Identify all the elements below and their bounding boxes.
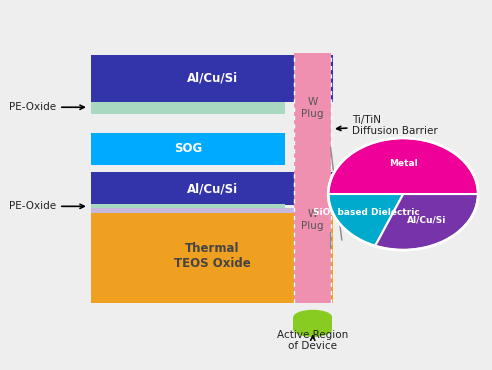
- Text: PE-Oxide: PE-Oxide: [9, 102, 84, 112]
- Text: PE-Oxide: PE-Oxide: [9, 201, 84, 211]
- Bar: [91, 204, 285, 209]
- Bar: [91, 132, 285, 165]
- Bar: [293, 317, 332, 330]
- Text: SOG: SOG: [174, 142, 202, 155]
- Bar: [91, 172, 333, 205]
- Wedge shape: [375, 194, 478, 250]
- Text: Al/Cu/Si: Al/Cu/Si: [186, 72, 238, 85]
- Text: Ti/TiN
Diffusion Barrier: Ti/TiN Diffusion Barrier: [337, 115, 438, 136]
- Bar: [91, 55, 333, 102]
- Wedge shape: [328, 138, 478, 194]
- Text: Thermal
TEOS Oxide: Thermal TEOS Oxide: [174, 242, 250, 270]
- Text: Al/Cu/Si: Al/Cu/Si: [406, 215, 446, 224]
- Bar: [91, 208, 333, 213]
- Ellipse shape: [293, 322, 332, 337]
- Text: Active Region
of Device: Active Region of Device: [277, 330, 348, 352]
- Bar: [294, 53, 331, 303]
- Ellipse shape: [293, 310, 332, 324]
- Wedge shape: [328, 194, 403, 246]
- Text: Metal: Metal: [389, 159, 418, 168]
- Bar: [91, 210, 333, 303]
- Text: SiO₂ based Dielectric: SiO₂ based Dielectric: [312, 208, 419, 217]
- Text: Al/Cu/Si: Al/Cu/Si: [186, 182, 238, 195]
- Bar: [91, 102, 285, 114]
- Text: W
Plug: W Plug: [301, 97, 324, 119]
- Text: W
Plug: W Plug: [301, 209, 324, 231]
